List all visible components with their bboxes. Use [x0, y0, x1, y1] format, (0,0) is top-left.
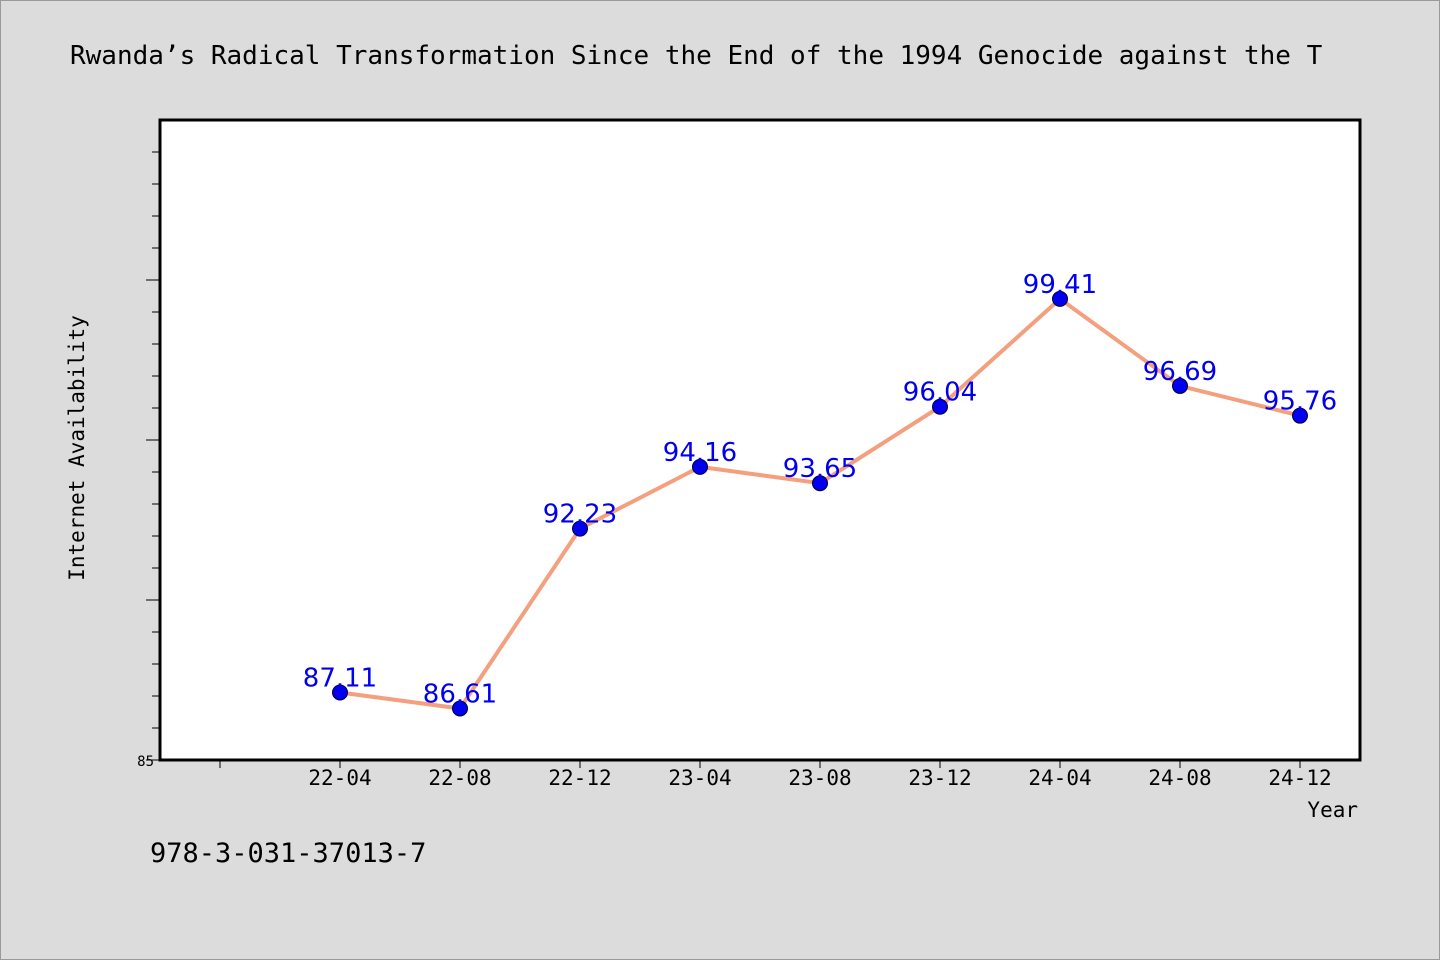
y-tick-label-85: 85	[137, 754, 154, 770]
data-point-22-04	[332, 684, 348, 701]
data-label-22-08: 86.61	[423, 679, 497, 709]
plot-area	[158, 118, 1362, 762]
data-labels: 87.11 86.61 92.23 94.16 93.65 96.04 99.41 96.69…	[303, 270, 1337, 710]
data-point-24-08	[1172, 377, 1188, 394]
x-tick-label-24-08: 24-08	[1148, 766, 1211, 790]
data-point-23-12	[932, 398, 948, 415]
x-tick-label-24-12: 24-12	[1268, 766, 1331, 790]
x-tick-label-23-08: 23-08	[788, 766, 851, 790]
x-tick-label-22-12: 22-12	[548, 766, 611, 790]
data-point-23-04	[692, 458, 708, 475]
y-axis-ticks	[146, 151, 160, 761]
data-label-23-04: 94.16	[663, 438, 737, 468]
data-label-23-12: 96.04	[903, 378, 977, 408]
x-axis-ticks	[219, 760, 1301, 768]
data-label-22-12: 92.23	[543, 500, 617, 530]
x-tick-label-23-04: 23-04	[668, 766, 731, 790]
data-label-24-04: 99.41	[1023, 270, 1097, 300]
chart-title: Rwanda’s Radical Transformation Since th…	[70, 41, 1323, 71]
y-axis-label: Internet Availability	[65, 315, 89, 581]
x-tick-label-24-04: 24-04	[1028, 766, 1091, 790]
footnote-isbn: 978-3-031-37013-7	[150, 838, 426, 869]
x-tick-label-22-08: 22-08	[428, 766, 491, 790]
data-point-22-12	[572, 520, 588, 537]
x-axis-label: Year	[1307, 798, 1358, 822]
x-tick-label-22-04: 22-04	[308, 766, 371, 790]
data-label-24-08: 96.69	[1143, 357, 1217, 387]
x-tick-label-23-12: 23-12	[908, 766, 971, 790]
data-label-24-12: 95.76	[1263, 387, 1337, 417]
data-label-23-08: 93.65	[783, 454, 857, 484]
data-point-24-12	[1292, 407, 1308, 424]
x-axis-tick-labels: 22-04 22-08 22-12 23-04 23-08 23-12 24-04 24-08…	[308, 766, 1331, 790]
data-point-24-04	[1052, 290, 1068, 307]
series-markers	[332, 290, 1308, 717]
data-point-23-08	[812, 475, 828, 492]
data-point-22-08	[452, 700, 468, 717]
data-label-22-04: 87.11	[303, 663, 377, 693]
